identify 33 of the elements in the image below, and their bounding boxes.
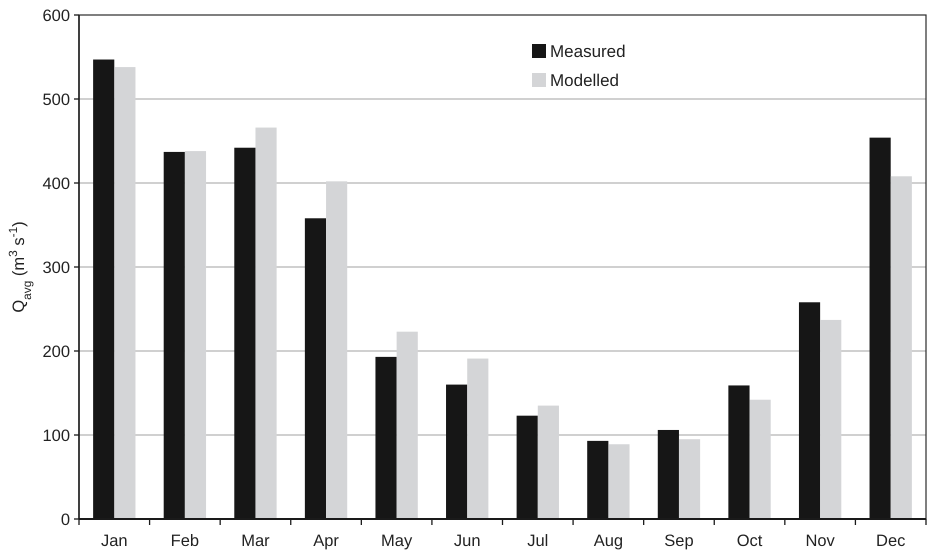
y-tick-label: 400 bbox=[42, 174, 70, 193]
bar bbox=[114, 67, 136, 519]
y-tick-label: 200 bbox=[42, 342, 70, 361]
x-tick-label: Mar bbox=[241, 532, 270, 550]
bar bbox=[396, 332, 418, 519]
x-tick-label: Oct bbox=[736, 532, 763, 550]
x-tick-label: May bbox=[381, 532, 413, 550]
x-tick-label: Feb bbox=[170, 532, 200, 550]
x-tick-label: Jun bbox=[454, 532, 481, 550]
y-tick-label: 300 bbox=[42, 258, 70, 277]
bar bbox=[890, 176, 912, 519]
x-tick-label: Aug bbox=[594, 532, 624, 550]
y-tick-label: 600 bbox=[42, 6, 70, 25]
bar bbox=[184, 151, 206, 519]
bar bbox=[608, 444, 630, 519]
x-tick-label: Apr bbox=[313, 532, 340, 550]
bar bbox=[820, 320, 842, 519]
bar bbox=[750, 400, 771, 519]
legend-label: Measured bbox=[550, 42, 626, 62]
x-tick-label: Sep bbox=[664, 532, 694, 550]
x-tick-label: Jan bbox=[100, 532, 128, 550]
legend-label: Modelled bbox=[550, 71, 619, 90]
y-tick-label: 0 bbox=[60, 510, 70, 529]
x-tick-label: Nov bbox=[805, 532, 836, 550]
x-tick-label: Jul bbox=[527, 532, 548, 550]
bar bbox=[255, 128, 277, 519]
y-tick-label: 100 bbox=[42, 426, 70, 445]
bar bbox=[678, 439, 700, 519]
bar bbox=[538, 406, 559, 519]
x-tick-label: Dec bbox=[876, 532, 906, 550]
bar bbox=[326, 181, 348, 519]
y-tick-label: 500 bbox=[42, 90, 70, 109]
bar bbox=[467, 358, 488, 519]
